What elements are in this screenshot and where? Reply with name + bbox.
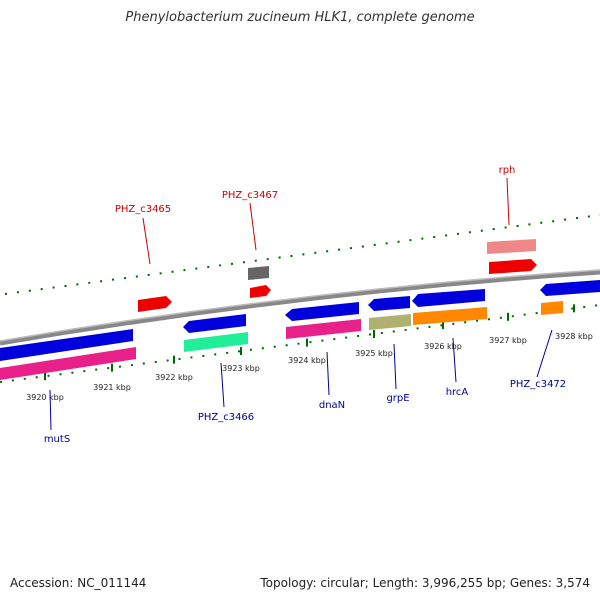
- gene-block-rph-cds[interactable]: [489, 259, 537, 274]
- gene-label-phz-c3467[interactable]: PHZ_c3467: [222, 190, 278, 201]
- gene-block-grpe-cds[interactable]: [368, 296, 410, 311]
- gene-block-phz-c3466-gene[interactable]: [184, 332, 248, 352]
- gene-label-grpe[interactable]: grpE: [386, 393, 409, 404]
- gene-block-hrca-gene[interactable]: [413, 307, 487, 325]
- gene-block-phz-c3472-gene[interactable]: [541, 301, 563, 315]
- gene-label-phz-c3472[interactable]: PHZ_c3472: [510, 379, 566, 390]
- gene-label-phz-c3466[interactable]: PHZ_c3466: [198, 412, 254, 423]
- tick-label: 3921 kbp: [93, 383, 131, 392]
- gene-label-rph[interactable]: rph: [499, 165, 516, 176]
- genome-title: Phenylobacterium zucineum HLK1, complete…: [125, 10, 475, 25]
- tick-label: 3927 kbp: [489, 336, 527, 345]
- forward-tick-track: [4, 214, 600, 295]
- leader-lines: [49, 177, 553, 431]
- accession-text: Accession: NC_011144: [10, 576, 147, 590]
- topology-summary: Topology: circular; Length: 3,996,255 bp…: [260, 576, 590, 590]
- tick-label: 3928 kbp: [555, 332, 593, 341]
- gene-label-hrca[interactable]: hrcA: [446, 387, 469, 398]
- gene-block-hrca-cds[interactable]: [412, 289, 485, 307]
- gene-block-muts-cds[interactable]: [0, 329, 133, 361]
- tick-label: 3920 kbp: [26, 393, 64, 402]
- tick-label: 3925 kbp: [355, 349, 393, 358]
- major-ticks: [44, 304, 575, 381]
- gene-block-phz-c3472-cds[interactable]: [540, 280, 600, 296]
- tick-label: 3924 kbp: [288, 356, 326, 365]
- genome-backbone: [0, 269, 600, 346]
- gene-block-dnan-cds[interactable]: [285, 302, 359, 321]
- gene-block-muts-gene[interactable]: [0, 347, 136, 380]
- gene-block-phz-c3465[interactable]: [138, 296, 172, 312]
- gene-block-rph-gene[interactable]: [487, 239, 536, 254]
- gene-label-muts[interactable]: mutS: [44, 434, 70, 445]
- gene-block-dnan-gene[interactable]: [286, 319, 361, 339]
- gene-label-phz-c3465[interactable]: PHZ_c3465: [115, 204, 171, 215]
- tick-label: 3923 kbp: [222, 364, 260, 373]
- gene-block-grpe-gene[interactable]: [369, 314, 411, 330]
- tick-label: 3922 kbp: [155, 373, 193, 382]
- tick-label: 3926 kbp: [424, 342, 462, 351]
- tick-labels: 3920 kbp 3921 kbp 3922 kbp 3923 kbp 3924 kbp…: [26, 332, 593, 402]
- gene-block-phz-c3467-gene[interactable]: [248, 266, 269, 280]
- gene-label-dnan[interactable]: dnaN: [319, 400, 345, 411]
- reverse-tick-track: [0, 304, 600, 383]
- gene-block-phz-c3467-cds[interactable]: [250, 285, 271, 298]
- gene-block-phz-c3466-cds[interactable]: [183, 314, 246, 333]
